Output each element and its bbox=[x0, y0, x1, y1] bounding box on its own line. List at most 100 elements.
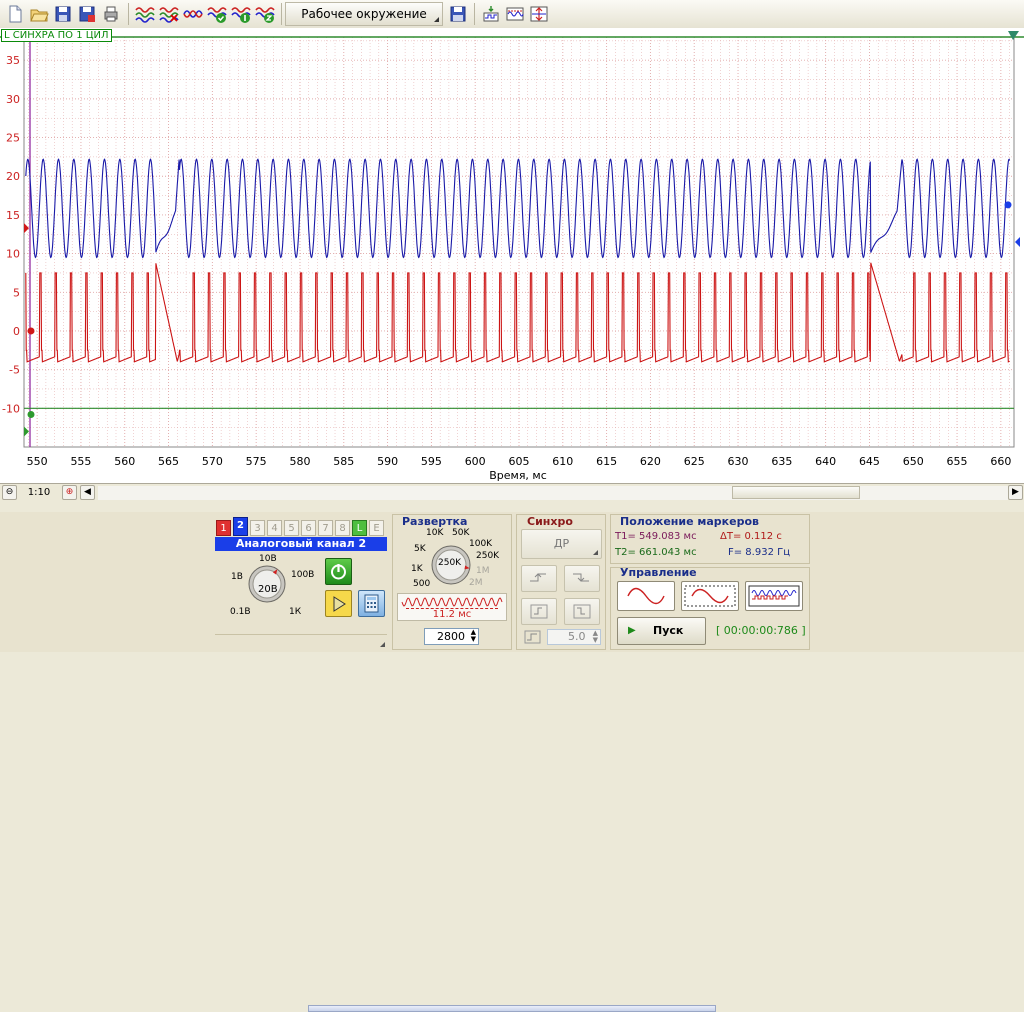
channel-play-button[interactable] bbox=[325, 590, 352, 617]
single-wave-icon bbox=[627, 587, 665, 605]
x-tick-label: 620 bbox=[640, 455, 661, 468]
play-icon: ▶ bbox=[628, 625, 636, 636]
sync-left-button[interactable] bbox=[521, 598, 557, 625]
sync-icon[interactable] bbox=[481, 4, 501, 24]
new-file-icon[interactable] bbox=[5, 4, 25, 24]
scroll-track[interactable] bbox=[98, 486, 1008, 500]
sweep-label-5k: 5K bbox=[414, 544, 426, 554]
zoom-in-button[interactable]: ⊕ bbox=[62, 485, 77, 500]
channel-button-E[interactable]: E bbox=[369, 520, 384, 536]
control-title: Управление bbox=[620, 566, 697, 579]
channel-button-8[interactable]: 8 bbox=[335, 520, 350, 536]
main-toolbar: Рабочее окружение bbox=[0, 0, 1024, 29]
waves-split-icon[interactable] bbox=[183, 4, 203, 24]
y-tick-label: 0 bbox=[13, 325, 20, 338]
knob-label-1k: 1К bbox=[289, 607, 302, 617]
single-wave-button[interactable] bbox=[617, 581, 675, 611]
y-tick-label: 15 bbox=[6, 209, 20, 222]
sync-level-value: 5.0 bbox=[568, 630, 586, 643]
waves-icon[interactable] bbox=[135, 4, 155, 24]
sweep-label-1m: 1M bbox=[476, 566, 490, 576]
sweep-title: Развертка bbox=[402, 515, 468, 528]
sweep-label-50k: 50K bbox=[452, 528, 470, 538]
scroll-right-button[interactable]: ▶ bbox=[1008, 485, 1023, 500]
channel-button-5[interactable]: 5 bbox=[284, 520, 299, 536]
play-triangle-icon bbox=[333, 596, 346, 612]
sync-right-button[interactable] bbox=[564, 598, 600, 625]
marker-t1: T1= 549.083 мс bbox=[615, 531, 697, 542]
marker-t2: T2= 661.043 мс bbox=[615, 547, 697, 558]
y-tick-label: 25 bbox=[6, 132, 20, 145]
control-panel bbox=[610, 567, 810, 650]
y-tick-label: 5 bbox=[13, 286, 20, 299]
start-button[interactable]: ▶ Пуск bbox=[617, 617, 706, 645]
sweep-spin-input[interactable]: 2800 ▲ ▼ bbox=[424, 628, 479, 645]
calculator-button[interactable] bbox=[358, 590, 385, 617]
sync-mode-label: ДР bbox=[553, 537, 570, 550]
channel2-level-arrow bbox=[1015, 237, 1020, 247]
print-icon[interactable] bbox=[101, 4, 121, 24]
y-tick-label: 35 bbox=[6, 54, 20, 67]
signal-chart[interactable]: 35 30 25 20 15 10 5 0 -5 -10 550 555 560 565 570 575 580… bbox=[0, 28, 1024, 483]
knob-label-10v: 10В bbox=[259, 554, 277, 564]
open-folder-icon[interactable] bbox=[29, 4, 49, 24]
channel-button-7[interactable]: 7 bbox=[318, 520, 333, 536]
sync-marker bbox=[27, 411, 35, 419]
y-tick-label: 10 bbox=[6, 248, 20, 261]
channel-button-L[interactable]: L bbox=[352, 520, 367, 536]
sync-rising-button[interactable] bbox=[521, 565, 557, 592]
marker-t2-handle bbox=[1008, 31, 1019, 40]
sync-mode-button[interactable]: ДР bbox=[521, 529, 602, 559]
dashed-wave-button[interactable] bbox=[681, 581, 739, 611]
corner-icon bbox=[593, 550, 598, 555]
env-label: Рабочее окружение bbox=[301, 7, 427, 21]
zoom-out-button[interactable]: ⊖ bbox=[2, 485, 17, 500]
waves-check-icon[interactable] bbox=[207, 4, 227, 24]
sweep-center-value: 250K bbox=[438, 558, 462, 568]
sync-panel bbox=[516, 514, 606, 650]
channel-name: Аналоговый канал 2 bbox=[215, 537, 387, 551]
sweep-preview: 11.2 мс bbox=[397, 593, 507, 621]
time-scrollbar: ⊖ 1:10 ⊕ ◀ ▶ bbox=[0, 483, 1024, 502]
volts-knob[interactable] bbox=[245, 562, 290, 607]
dropdown-corner-icon bbox=[434, 17, 439, 22]
waves-multi-icon[interactable] bbox=[255, 4, 275, 24]
spin-arrows-icon[interactable]: ▲ ▼ bbox=[592, 629, 598, 644]
x-tick-label: 600 bbox=[465, 455, 486, 468]
spin-arrows-icon[interactable]: ▲ ▼ bbox=[470, 628, 476, 643]
sync-falling-button[interactable] bbox=[564, 565, 600, 592]
sweep-label-1k: 1K bbox=[411, 564, 423, 574]
save-icon[interactable] bbox=[53, 4, 73, 24]
series-channel1-line bbox=[25, 262, 1010, 363]
sweep-label-2m: 2M bbox=[469, 578, 483, 588]
x-tick-label: 560 bbox=[114, 455, 135, 468]
waves-number-icon[interactable] bbox=[231, 4, 251, 24]
channel-button-1[interactable]: 1 bbox=[216, 520, 231, 536]
knob-label-100v: 100В bbox=[291, 570, 315, 580]
scroll-thumb[interactable] bbox=[732, 486, 860, 499]
x-tick-label: 585 bbox=[333, 455, 354, 468]
marker-delta-t: ΔT= 0.112 с bbox=[720, 531, 782, 542]
channel1-level-arrow bbox=[24, 223, 29, 234]
multi-wave-button[interactable] bbox=[745, 581, 803, 611]
screen-fit-icon[interactable] bbox=[529, 4, 549, 24]
splitter-handle[interactable] bbox=[308, 1005, 716, 1012]
channel-button-3[interactable]: 3 bbox=[250, 520, 265, 536]
save-env-icon[interactable] bbox=[448, 4, 468, 24]
channel-button-2[interactable]: 2 bbox=[233, 517, 248, 536]
waves-cross-icon[interactable] bbox=[159, 4, 179, 24]
scroll-left-button[interactable]: ◀ bbox=[80, 485, 95, 500]
sweep-duration: 11.2 мс bbox=[406, 608, 498, 621]
channel-power-button[interactable] bbox=[325, 558, 352, 585]
x-tick-label: 605 bbox=[509, 455, 530, 468]
screen-wave-icon[interactable] bbox=[505, 4, 525, 24]
x-tick-label: 655 bbox=[947, 455, 968, 468]
oscilloscope-plot[interactable]: 35 30 25 20 15 10 5 0 -5 -10 550 555 560 565 570 575 580… bbox=[0, 28, 1024, 483]
channel-footer bbox=[215, 634, 387, 649]
channel-button-6[interactable]: 6 bbox=[301, 520, 316, 536]
save-as-icon[interactable] bbox=[77, 4, 97, 24]
env-dropdown[interactable]: Рабочее окружение bbox=[285, 2, 443, 26]
sync-level-input[interactable]: 5.0 ▲ ▼ bbox=[547, 629, 601, 645]
sweep-knob[interactable] bbox=[428, 542, 474, 588]
channel-button-4[interactable]: 4 bbox=[267, 520, 282, 536]
